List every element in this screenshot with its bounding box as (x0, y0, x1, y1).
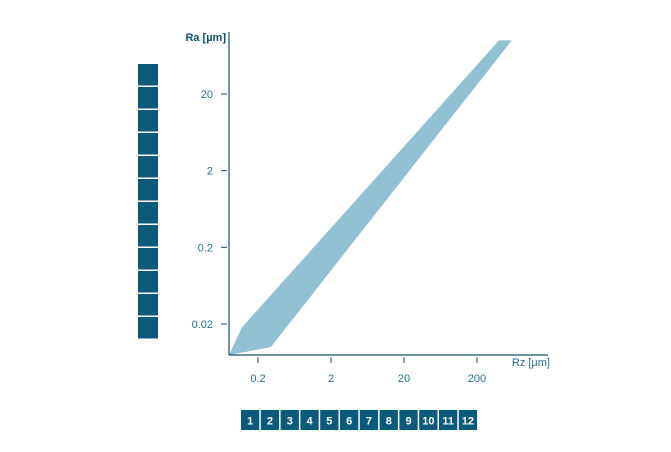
x-grade-box (340, 410, 359, 430)
x-grade-box (379, 410, 398, 430)
x-grade-box-label: 9 (405, 416, 411, 428)
y-grade-box (138, 271, 158, 293)
y-tick-label: 2 (207, 166, 213, 178)
x-grade-box (300, 410, 319, 430)
y-grade-box (138, 225, 158, 247)
y-grade-box (138, 294, 158, 316)
y-grade-box (138, 248, 158, 270)
x-grade-box-label: 5 (326, 416, 332, 428)
x-grade-box-label: 6 (346, 416, 352, 428)
x-grade-box-label: 12 (462, 416, 474, 428)
y-grade-box (138, 179, 158, 201)
x-grade-box (280, 410, 299, 430)
x-tick-label: 0.2 (250, 373, 265, 385)
x-grade-box-label: 2 (267, 416, 273, 428)
y-grade-box (138, 64, 158, 86)
y-axis-title: Ra [µm] (185, 32, 226, 44)
x-tick-label: 2 (328, 373, 334, 385)
x-grade-box-label: 4 (306, 416, 313, 428)
x-grade-box (260, 410, 280, 430)
x-grade-box (458, 410, 478, 430)
x-grade-box-label: 10 (422, 416, 434, 428)
x-grade-box (241, 410, 260, 430)
y-grade-box (138, 202, 158, 224)
x-grade-box-label: 11 (442, 416, 454, 428)
x-grade-box-label: 8 (386, 416, 392, 428)
y-tick-label: 0.2 (198, 242, 213, 254)
y-grade-box (138, 110, 158, 132)
x-tick-label: 20 (398, 373, 410, 385)
y-grade-box (138, 133, 158, 155)
x-grade-box-label: 7 (366, 416, 372, 428)
x-grade-box-label: 1 (247, 416, 253, 428)
x-grade-box-label: 3 (287, 416, 293, 428)
y-grade-box (138, 317, 158, 339)
x-grade-box (399, 410, 418, 430)
ra-rz-band (229, 40, 512, 355)
x-tick-label: 200 (468, 373, 486, 385)
y-grade-box (138, 156, 158, 178)
y-grade-box (138, 87, 158, 109)
x-grade-box (320, 410, 339, 430)
y-tick-label: 20 (201, 89, 213, 101)
y-tick-label: 0.02 (192, 319, 213, 331)
x-axis-title: Rz [µm] (512, 357, 550, 369)
x-grade-box (419, 410, 438, 430)
x-grade-box (359, 410, 379, 430)
x-grade-box (439, 410, 458, 430)
